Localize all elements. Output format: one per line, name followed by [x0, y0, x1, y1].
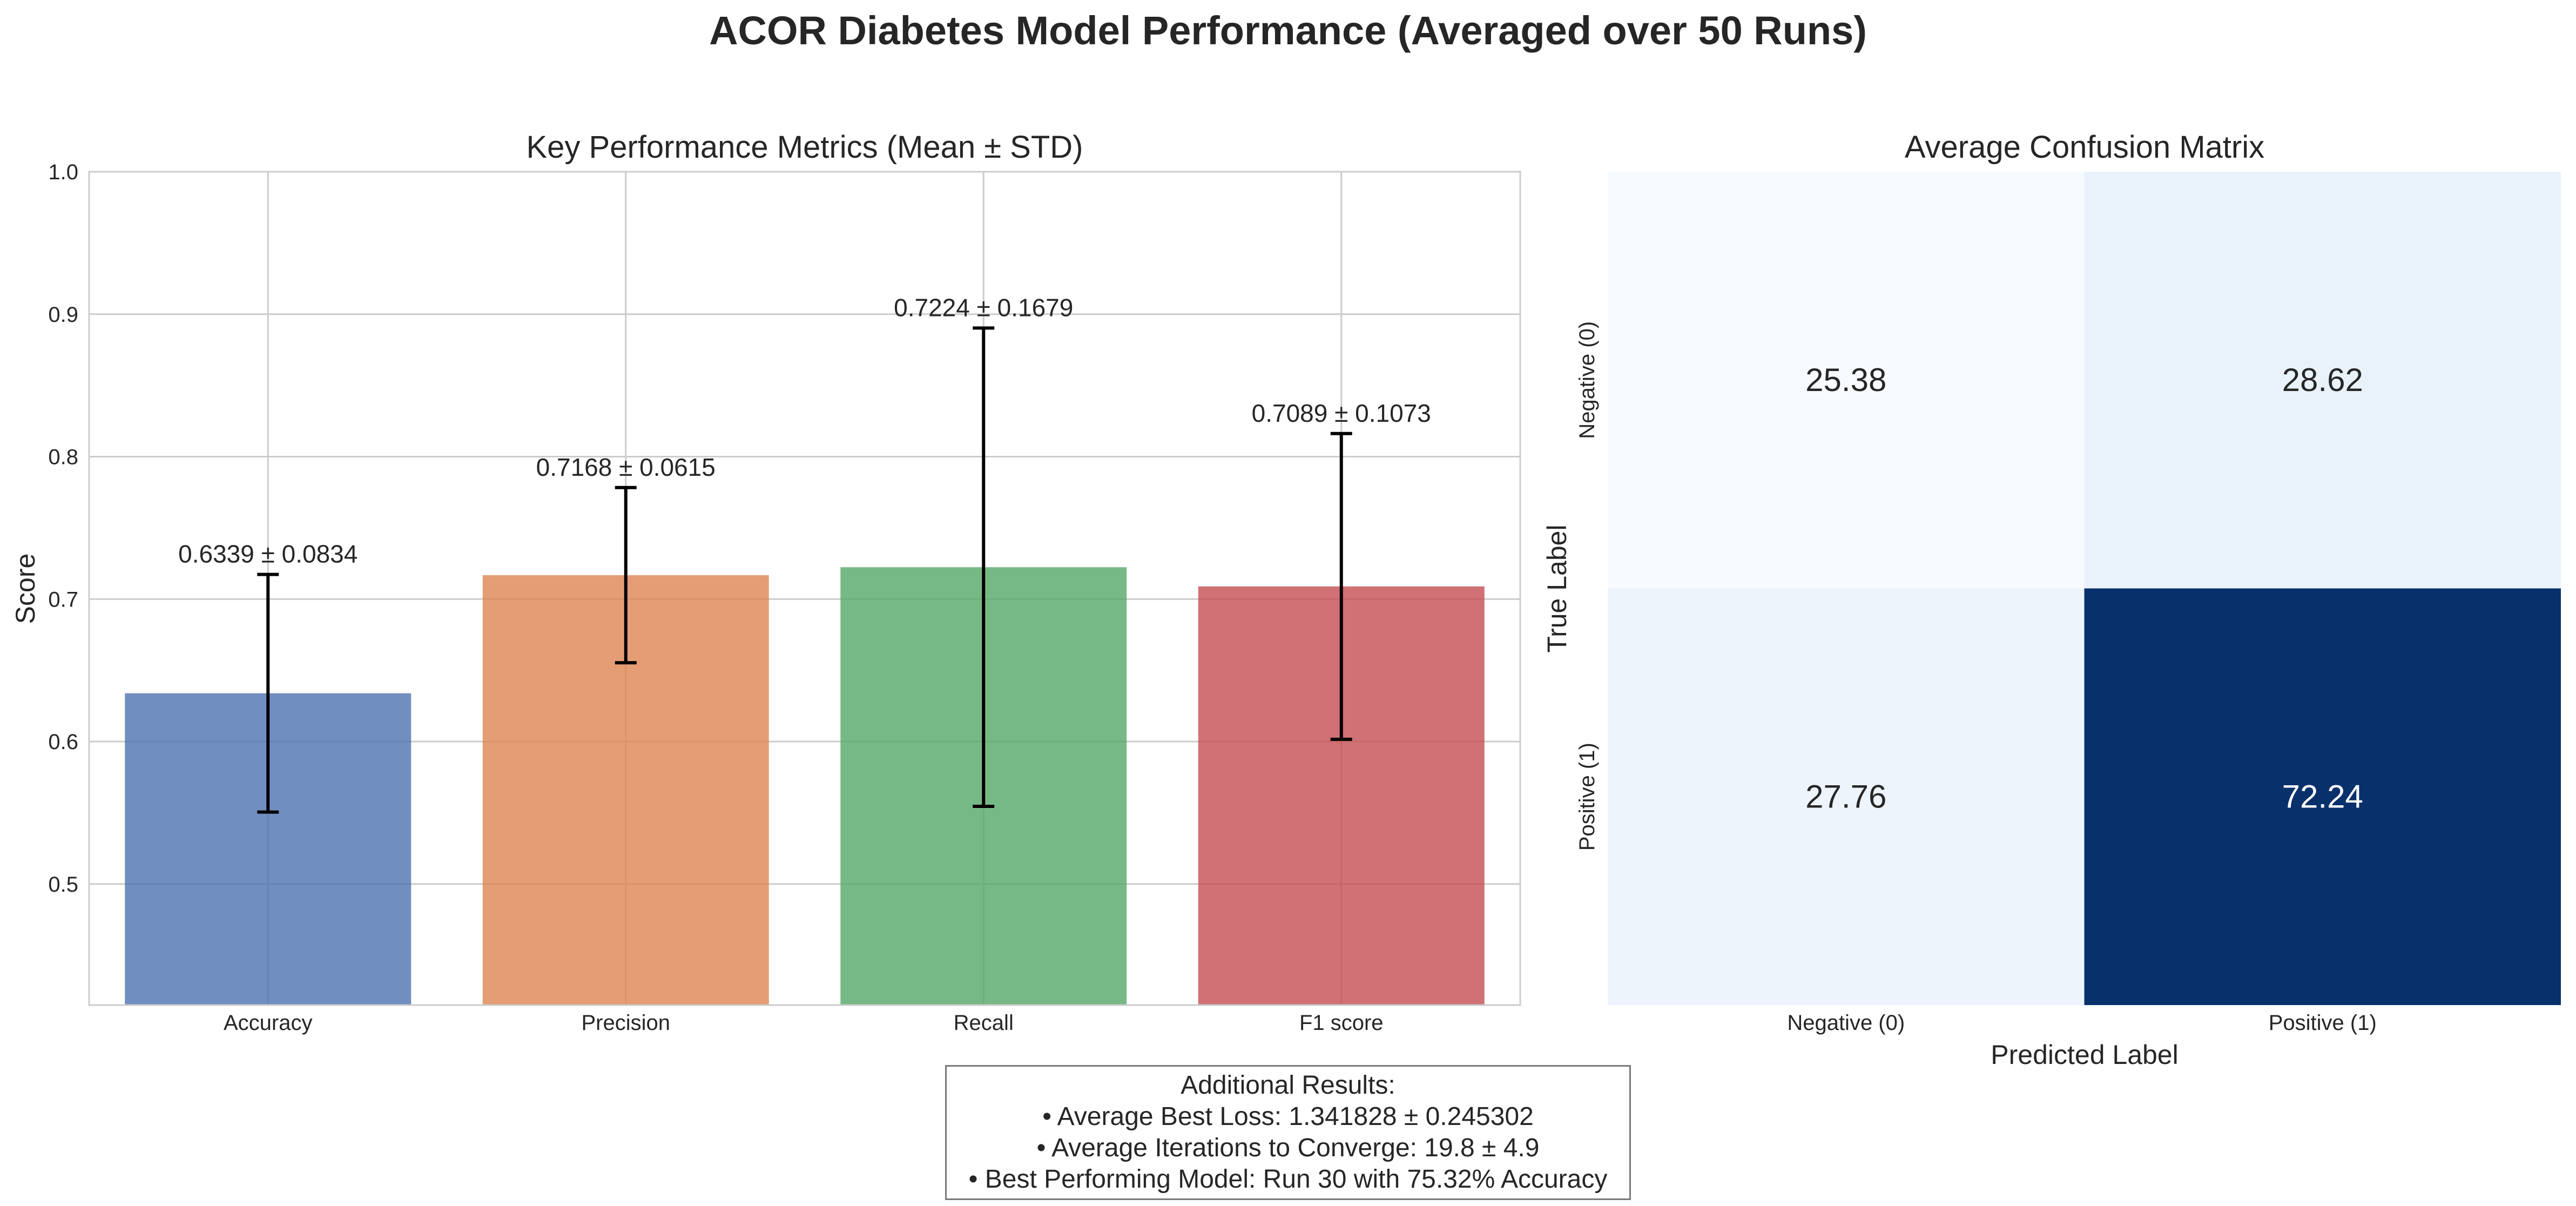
- y-tick-label: 0.6: [48, 730, 78, 754]
- bar-plot-frame: [88, 171, 1521, 1006]
- error-bar: [973, 326, 995, 809]
- error-bar: [615, 486, 637, 665]
- y-axis-ticks: 0.5 0.6 0.7 0.8 0.9 1.0: [48, 160, 78, 897]
- y-tick-label: 0.9: [48, 303, 78, 327]
- additional-results-box: Additional Results: • Average Best Loss:…: [945, 1065, 1631, 1200]
- metrics-bar-chart: Key Performance Metrics (Mean ± STD) 0.6…: [10, 130, 1521, 1035]
- error-bars: [257, 326, 1352, 814]
- bar-data-labels: 0.6339 ± 0.0834 0.7168 ± 0.0615 0.7224 ± 0…: [178, 293, 1431, 568]
- error-bar: [1330, 432, 1352, 741]
- y-tick-label: 0.7: [48, 588, 78, 611]
- y-tick-label: 0.8: [48, 446, 78, 469]
- heatmap-cell: [1608, 588, 2085, 1005]
- results-line-iterations: • Average Iterations to Converge: 19.8 ±…: [1036, 1134, 1540, 1162]
- heatmap-cell: [2084, 588, 2561, 1005]
- heatmap-title: Average Confusion Matrix: [1905, 130, 2264, 165]
- heatmap-y-tick-label: Negative (0): [1575, 321, 1599, 439]
- y-tick-label: 1.0: [48, 160, 78, 184]
- heatmap-cell: [1608, 172, 2085, 589]
- heatmap-cell: [2084, 172, 2561, 589]
- y-axis-label: Score: [10, 554, 41, 624]
- heatmap-cell-value: 72.24: [2282, 778, 2363, 814]
- x-tick-label: Precision: [581, 1011, 670, 1035]
- heatmap-y-label: True Label: [1542, 524, 1572, 652]
- heatmap-y-tick-label: Positive (1): [1575, 743, 1599, 851]
- error-bar: [257, 572, 279, 814]
- x-axis-ticks: Accuracy Precision Recall F1 score: [224, 1011, 1384, 1035]
- heatmap-cell-value: 27.76: [1805, 778, 1886, 814]
- bar-value-label: 0.7168 ± 0.0615: [536, 453, 716, 481]
- figure-title: ACOR Diabetes Model Performance (Average…: [709, 8, 1867, 53]
- heatmap-x-ticks: Negative (0) Positive (1): [1787, 1011, 2376, 1035]
- heatmap-cells: 25.38 28.62 27.76 72.24: [1608, 172, 2561, 1005]
- bar-value-label: 0.7224 ± 0.1679: [894, 293, 1073, 321]
- confusion-matrix-heatmap: Average Confusion Matrix 25.38 28.62 27.76…: [1542, 130, 2561, 1070]
- x-tick-label: F1 score: [1299, 1011, 1384, 1035]
- heatmap-x-label: Predicted Label: [1991, 1040, 2178, 1070]
- bar-value-label: 0.7089 ± 0.1073: [1252, 399, 1431, 427]
- results-line-best-model: • Best Performing Model: Run 30 with 75.…: [968, 1165, 1608, 1194]
- heatmap-x-tick-label: Negative (0): [1787, 1011, 1905, 1035]
- x-tick-label: Recall: [954, 1011, 1014, 1035]
- bar-value-label: 0.6339 ± 0.0834: [178, 540, 358, 568]
- bar-chart-title: Key Performance Metrics (Mean ± STD): [527, 130, 1083, 165]
- heatmap-x-tick-label: Positive (1): [2269, 1011, 2377, 1035]
- results-heading: Additional Results:: [1181, 1071, 1395, 1100]
- x-tick-label: Accuracy: [224, 1011, 313, 1035]
- heatmap-cell-value: 25.38: [1805, 362, 1886, 398]
- heatmap-y-ticks: Negative (0) Positive (1): [1575, 321, 1599, 851]
- heatmap-cell-value: 28.62: [2282, 362, 2363, 398]
- results-line-loss: • Average Best Loss: 1.341828 ± 0.245302: [1042, 1102, 1534, 1131]
- y-tick-label: 0.5: [48, 873, 78, 897]
